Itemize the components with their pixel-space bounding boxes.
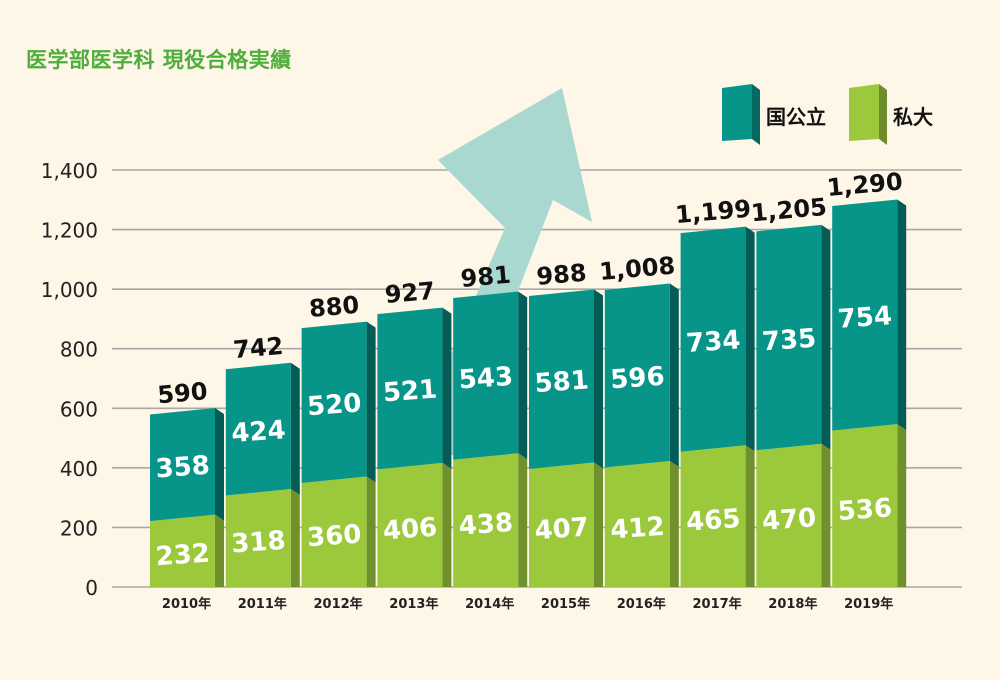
total-label: 1,205 <box>750 193 828 228</box>
legend-swatch-side <box>752 84 760 145</box>
bar-private <box>604 461 670 587</box>
data-label-private: 536 <box>837 493 893 527</box>
bar-side-national <box>897 199 907 431</box>
bar-national <box>832 199 898 431</box>
bar-side-private <box>745 445 755 587</box>
bar-private <box>377 462 443 587</box>
data-label-private: 360 <box>306 520 362 554</box>
data-label-national: 754 <box>837 301 893 335</box>
bar-national <box>756 224 822 451</box>
total-label: 988 <box>535 259 587 291</box>
data-label-private: 438 <box>458 508 514 542</box>
total-label: 1,008 <box>598 252 676 287</box>
x-tick-label: 2017年 <box>693 596 742 612</box>
x-tick-label: 2011年 <box>238 596 287 612</box>
chart-title: 医学部医学科 現役合格実績 <box>26 48 292 72</box>
x-tick-label: 2012年 <box>314 596 363 612</box>
y-tick-label: 400 <box>60 457 98 481</box>
x-tick-label: 2019年 <box>844 596 893 612</box>
data-label-private: 407 <box>534 513 590 547</box>
total-label: 1,290 <box>826 168 904 203</box>
bar-private <box>680 445 746 587</box>
total-label: 880 <box>308 291 360 323</box>
bar-national <box>529 289 594 470</box>
bar-private <box>225 489 291 587</box>
data-label-national: 581 <box>534 365 590 399</box>
bar-national <box>225 362 291 496</box>
bar-side-national <box>215 408 224 521</box>
bar-national <box>150 408 215 522</box>
legend-swatch-side <box>879 84 887 145</box>
bar-side-private <box>669 461 679 587</box>
bar-private <box>453 453 519 587</box>
bar-private <box>832 424 898 587</box>
x-tick-label: 2015年 <box>541 596 590 612</box>
bar-side-private <box>821 443 831 587</box>
bar-side-private <box>442 462 452 587</box>
data-label-private: 406 <box>382 513 438 547</box>
bar-side-private <box>366 476 376 587</box>
data-label-national: 424 <box>230 415 286 449</box>
data-label-private: 318 <box>230 526 286 560</box>
bar-side-private <box>897 424 907 587</box>
total-label: 590 <box>156 377 208 409</box>
total-label: 742 <box>232 332 284 364</box>
y-tick-label: 800 <box>60 338 98 362</box>
x-tick-label: 2016年 <box>617 596 666 612</box>
data-label-national: 358 <box>155 451 211 485</box>
bar-side-national <box>366 321 376 483</box>
bar-national <box>377 307 443 470</box>
data-label-national: 735 <box>761 324 817 358</box>
bar-national <box>453 291 519 460</box>
x-tick-label: 2013年 <box>389 596 438 612</box>
data-label-private: 412 <box>609 512 665 546</box>
bar-national <box>604 283 670 468</box>
bar-side-national <box>442 307 452 469</box>
y-tick-label: 1,000 <box>41 278 98 302</box>
bar-side-national <box>669 283 679 468</box>
bar-national <box>680 226 746 452</box>
bar-side-national <box>518 291 528 460</box>
bar-private <box>301 476 367 587</box>
data-label-national: 520 <box>306 388 362 422</box>
legend-label: 私大 <box>893 105 933 129</box>
data-label-national: 521 <box>382 375 438 409</box>
x-tick-label: 2018年 <box>768 596 817 612</box>
data-label-national: 543 <box>458 362 514 396</box>
y-tick-label: 200 <box>60 516 98 540</box>
y-tick-label: 1,200 <box>41 219 98 243</box>
bar-side-national <box>594 289 603 469</box>
legend-label: 国公立 <box>766 105 826 129</box>
data-label-private: 470 <box>761 503 817 537</box>
bar-private <box>529 462 594 587</box>
total-label: 927 <box>384 277 436 309</box>
bar-side-private <box>215 514 224 587</box>
bar-private <box>756 443 822 587</box>
y-tick-label: 0 <box>85 576 98 600</box>
legend-swatch <box>849 84 879 141</box>
data-label-private: 232 <box>155 539 211 573</box>
y-tick-label: 1,400 <box>41 159 98 183</box>
bar-side-national <box>821 224 831 450</box>
data-label-national: 596 <box>609 362 665 396</box>
data-label-national: 734 <box>685 325 741 359</box>
legend-swatch <box>722 84 752 141</box>
total-label: 1,199 <box>674 195 752 230</box>
bar-side-national <box>745 226 755 452</box>
total-label: 981 <box>460 261 512 293</box>
bar-private <box>150 514 215 587</box>
bar-side-private <box>594 462 603 587</box>
y-tick-label: 600 <box>60 397 98 421</box>
bar-national <box>301 321 367 484</box>
x-tick-label: 2014年 <box>465 596 514 612</box>
data-label-private: 465 <box>685 504 741 538</box>
bar-side-private <box>290 489 300 587</box>
bar-side-private <box>518 453 528 587</box>
bar-side-national <box>290 362 300 496</box>
x-tick-label: 2010年 <box>162 596 211 612</box>
